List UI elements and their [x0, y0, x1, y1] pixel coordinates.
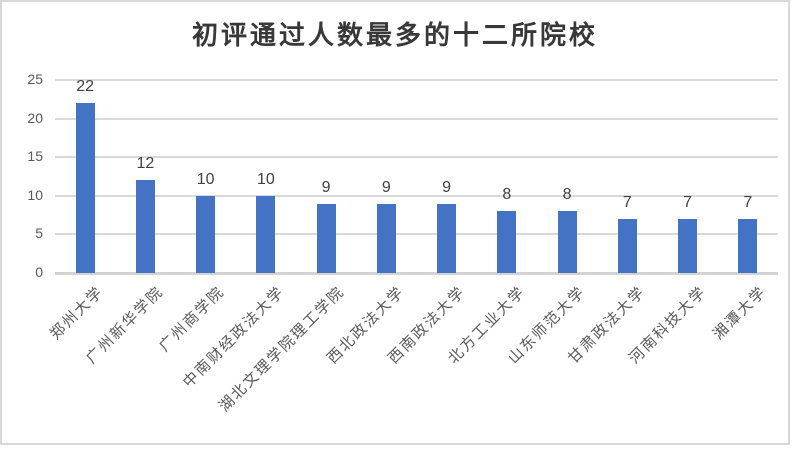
- bar: [135, 180, 155, 273]
- data-label: 10: [256, 170, 275, 188]
- bar: [376, 203, 396, 273]
- bar: [678, 218, 698, 273]
- bar: [196, 195, 216, 273]
- gridline: [55, 117, 778, 120]
- gridline: [55, 194, 778, 197]
- data-label: 12: [136, 155, 155, 173]
- bar: [316, 203, 336, 273]
- y-tick-label: 10: [27, 186, 43, 203]
- plot-area: [55, 79, 778, 275]
- bar: [617, 218, 637, 273]
- y-tick-label: 5: [35, 225, 43, 242]
- gridline: [55, 156, 778, 159]
- data-label: 9: [321, 178, 331, 196]
- chart-frame: 初评通过人数最多的十二所院校 0 5 10 15 20 25 22 12 10 10 9 9 9 8 8 7…: [0, 0, 790, 445]
- bar: [437, 203, 457, 273]
- data-label: 9: [442, 178, 452, 196]
- data-label: 7: [622, 193, 632, 211]
- data-label: 8: [502, 186, 512, 204]
- x-category-label: 中南财经政法大学: [179, 283, 288, 392]
- data-label: 7: [683, 193, 693, 211]
- data-label: 10: [196, 170, 215, 188]
- gridline: [55, 79, 778, 81]
- bar: [75, 103, 95, 273]
- x-axis-line: [55, 272, 778, 275]
- x-category-label: 湘潭大学: [709, 283, 770, 344]
- bar: [497, 211, 517, 273]
- bar: [256, 195, 276, 273]
- x-category-label: 郑州大学: [47, 283, 108, 344]
- data-label: 9: [381, 178, 391, 196]
- data-label: 7: [743, 193, 753, 211]
- bar: [738, 218, 758, 273]
- y-tick-label: 20: [27, 109, 43, 126]
- y-tick-label: 0: [35, 264, 43, 280]
- bar: [557, 211, 577, 273]
- y-tick-label: 25: [27, 71, 43, 87]
- y-tick-label: 15: [27, 148, 43, 165]
- chart-title: 初评通过人数最多的十二所院校: [191, 21, 598, 51]
- data-label: 22: [76, 78, 95, 96]
- data-label: 8: [562, 186, 572, 204]
- gridline: [55, 233, 778, 236]
